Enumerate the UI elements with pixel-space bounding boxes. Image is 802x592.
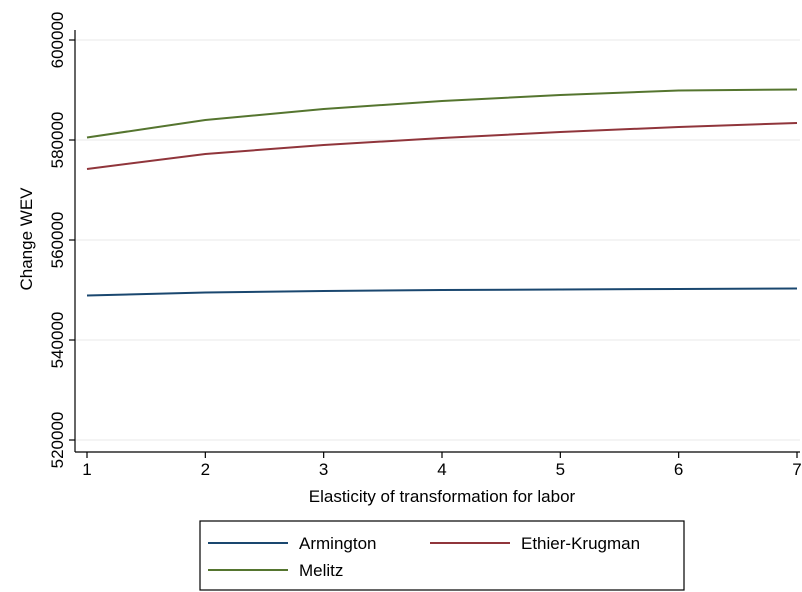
y-tick-label: 540000	[48, 312, 67, 369]
series-line-armington	[86, 287, 798, 297]
x-tick-label: 3	[319, 460, 328, 479]
legend-box	[199, 520, 685, 591]
y-axis-title: Change WEV	[17, 187, 36, 291]
x-tick-label: 2	[201, 460, 210, 479]
legend-label-ethier-krugman: Ethier-Krugman	[521, 534, 640, 553]
x-tick-label: 5	[556, 460, 565, 479]
legend: Armington Ethier-Krugman Melitz	[199, 520, 685, 591]
axes	[69, 30, 800, 458]
series-lines	[86, 88, 798, 297]
gridlines	[75, 39, 800, 441]
x-tick-label: 4	[437, 460, 446, 479]
y-tick-label: 580000	[48, 112, 67, 169]
y-tick-label: 600000	[48, 12, 67, 69]
legend-label-armington: Armington	[299, 534, 376, 553]
x-tick-label: 1	[82, 460, 91, 479]
series-line-melitz	[86, 88, 798, 139]
x-tick-label: 7	[792, 460, 801, 479]
series-line-ethier-krugman	[86, 122, 798, 170]
y-tick-label: 560000	[48, 212, 67, 269]
x-axis-title: Elasticity of transformation for labor	[309, 487, 576, 506]
x-tick-label: 6	[674, 460, 683, 479]
y-tick-label: 520000	[48, 412, 67, 469]
legend-label-melitz: Melitz	[299, 561, 343, 580]
tick-labels: 520000 540000 560000 580000 600000 1 2 3 4 5 6 7	[48, 12, 802, 479]
